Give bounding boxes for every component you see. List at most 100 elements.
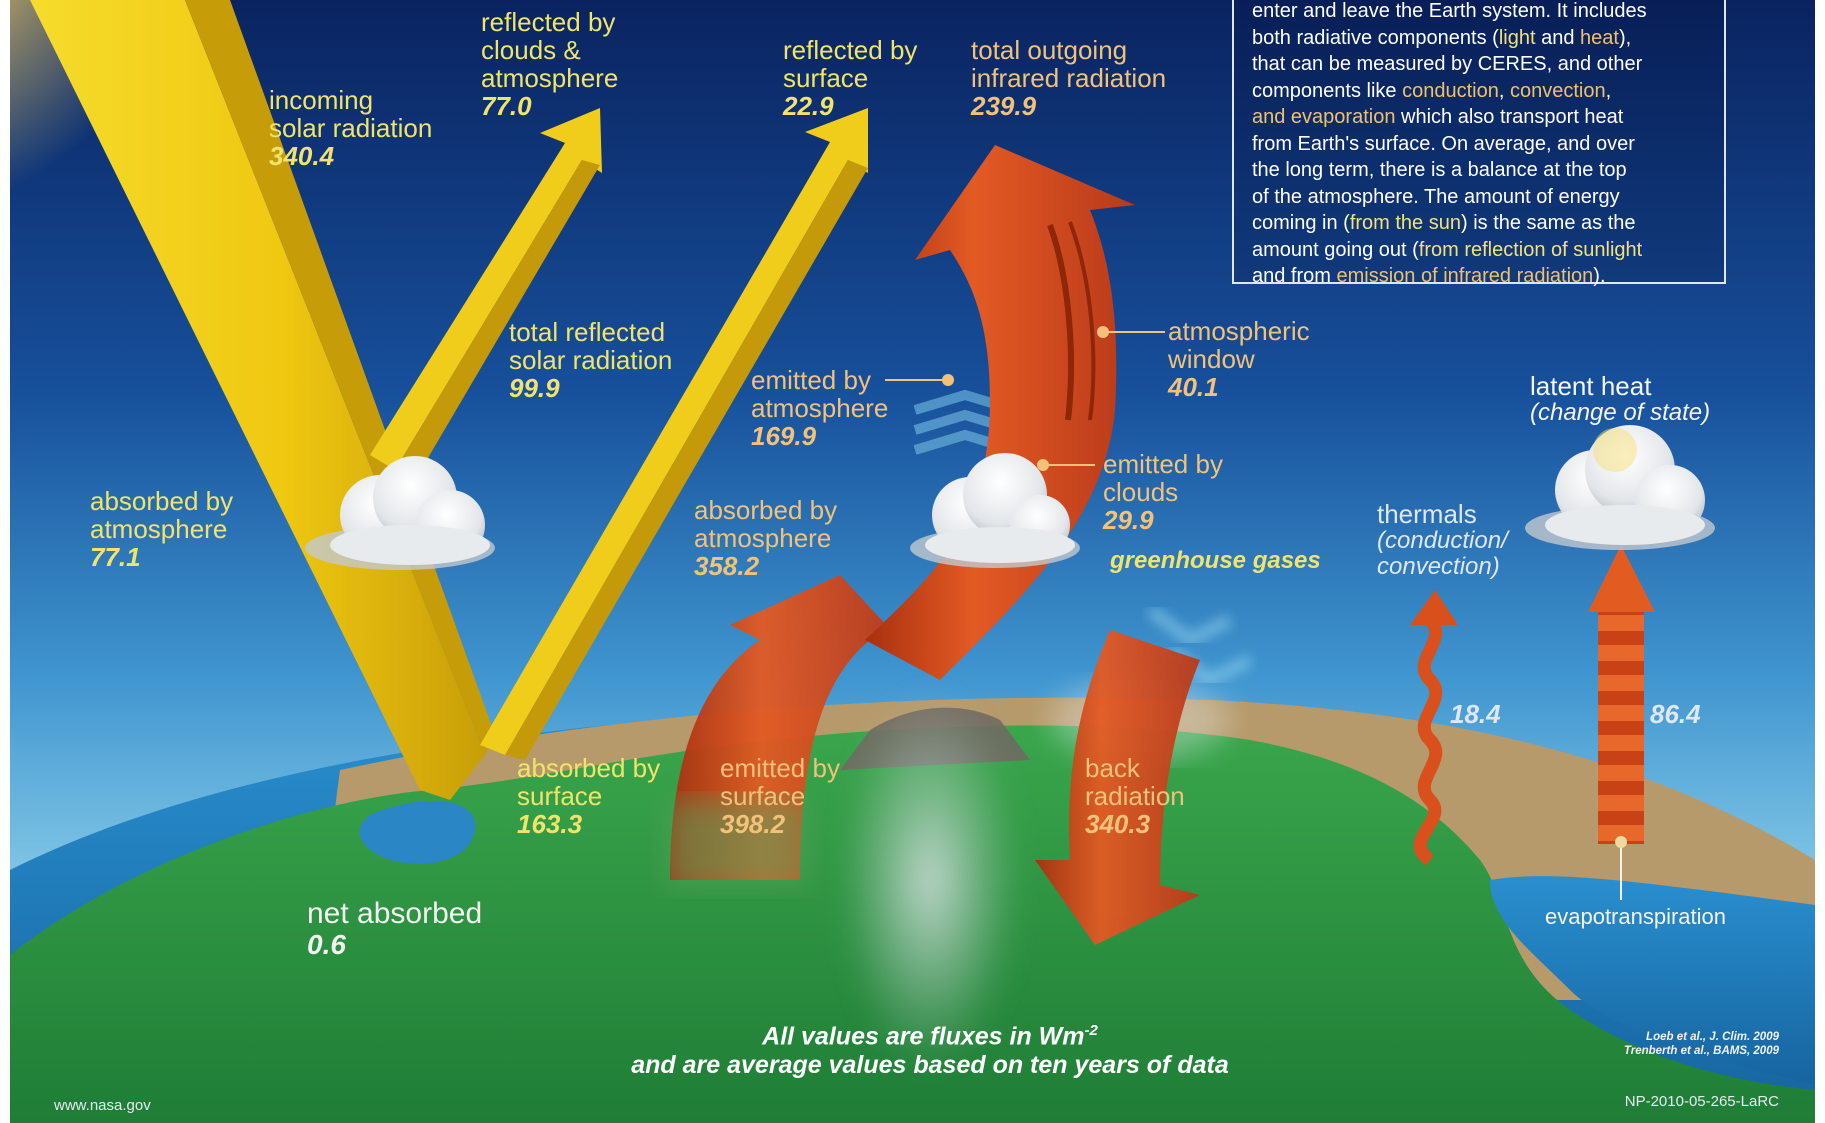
label-thermals: thermals (conduction/ convection)	[1377, 500, 1508, 580]
label-line: absorbed by	[517, 753, 661, 783]
references: Loeb et al., J. Clim. 2009 Trenberth et …	[1624, 1030, 1779, 1058]
energy-budget-illustration	[10, 0, 1815, 1123]
thermals-arrow-head	[1410, 590, 1458, 625]
label-line: solar radiation	[269, 113, 433, 144]
info-text: amount going out (	[1252, 238, 1419, 261]
cloud-right	[1525, 425, 1715, 550]
label-absorbed-surface: absorbed by surface 163.3	[517, 754, 660, 838]
label-line: emitted by	[1103, 449, 1223, 479]
value-back-radiation: 340.3	[1085, 809, 1151, 840]
info-text: enter and leave the Earth system. It inc…	[1252, 0, 1647, 22]
info-text: ,	[1605, 79, 1612, 102]
back-radiation-arrow	[1035, 630, 1200, 945]
value-latent-heat: 86.4	[1650, 699, 1701, 729]
label-line: net absorbed	[307, 897, 483, 930]
label-line: reflected by	[481, 7, 616, 37]
info-text: ).	[1593, 265, 1606, 287]
value-total-reflected: 99.9	[509, 373, 560, 404]
label-line: absorbed by	[694, 495, 838, 525]
value-outgoing-ir: 239.9	[971, 91, 1037, 122]
info-highlight: emission of infrared radiation	[1336, 265, 1594, 287]
value-emitted-clouds: 29.9	[1103, 505, 1154, 536]
label-line: total outgoing	[971, 35, 1128, 65]
label-line: radiation	[1085, 781, 1185, 812]
reflected-clouds-arrow-side	[395, 160, 600, 480]
info-highlight: and evaporation	[1252, 106, 1396, 128]
thermals-arrow	[1413, 615, 1443, 866]
label-emitted-clouds: emitted by clouds 29.9	[1103, 450, 1223, 534]
reflected-surface-arrow	[480, 108, 868, 755]
label-line: window	[1168, 344, 1255, 375]
reflected-clouds-arrow	[370, 108, 602, 470]
label-line: atmosphere	[751, 393, 889, 424]
info-text: the long term, there is a balance at the…	[1252, 159, 1627, 181]
latent-heat-arrow	[1588, 545, 1655, 844]
info-text: ,	[1498, 79, 1510, 102]
leader-dots	[942, 326, 1627, 848]
label-emitted-atmosphere: emitted by atmosphere 169.9	[751, 366, 888, 450]
outgoing-ir-stripe-2	[1068, 221, 1096, 421]
label-line: absorbed by	[90, 486, 234, 516]
value-emitted-surface: 398.2	[720, 809, 786, 840]
label-latent-heat: latent heat (change of state)	[1530, 372, 1710, 426]
label-line: greenhouse gases	[1110, 547, 1321, 574]
label-line: surface	[783, 63, 869, 94]
units-note: All values are fluxes in Wm-2 and are av…	[550, 1016, 1310, 1080]
label-reflected-surface: reflected by surface 22.9	[783, 36, 917, 120]
label-line: convection)	[1377, 552, 1500, 580]
reflected-surface-arrow-side	[505, 160, 868, 760]
label-line: reflected by	[783, 35, 918, 65]
label-atmospheric-window: atmospheric window 40.1	[1168, 317, 1310, 401]
label-line: atmosphere	[90, 514, 228, 545]
info-text: of the atmosphere. The amount of energy	[1252, 185, 1620, 208]
info-highlight: heat	[1580, 26, 1619, 49]
outgoing-ir-stripe-1	[1047, 223, 1074, 421]
label-line: surface	[517, 781, 603, 812]
label-line: atmosphere	[481, 63, 619, 94]
cloud-left	[305, 456, 495, 570]
value-thermals: 18.4	[1450, 699, 1501, 729]
label-line: solar radiation	[509, 345, 673, 376]
label-line: total reflected	[509, 317, 666, 347]
units-text: All values are fluxes in Wm	[762, 1022, 1085, 1051]
explanation-box: enter and leave the Earth system. It inc…	[1232, 0, 1726, 287]
label-incoming-solar: incoming solar radiation 340.4	[269, 86, 432, 170]
diagram-canvas: enter and leave the Earth system. It inc…	[10, 0, 1815, 1123]
info-text: components like	[1252, 79, 1403, 102]
document-code: NP-2010-05-265-LaRC	[1624, 1093, 1779, 1110]
source-url: www.nasa.gov	[54, 1097, 151, 1114]
info-text: both radiative components (	[1252, 26, 1499, 49]
units-superscript: -2	[1084, 1022, 1098, 1039]
label-line: clouds &	[481, 35, 581, 66]
label-line: emitted by	[720, 753, 840, 783]
info-highlight: convection	[1509, 79, 1606, 102]
label-line: clouds	[1103, 477, 1179, 508]
explanation-text: enter and leave the Earth system. It inc…	[1252, 0, 1706, 290]
label-line: surface	[720, 781, 806, 812]
emitted-surface-arrow-fade	[665, 800, 810, 890]
outgoing-ir-arrow	[865, 145, 1135, 680]
label-line: infrared radiation	[971, 63, 1167, 94]
label-line: incoming	[269, 85, 374, 115]
info-highlight: from reflection of sunlight	[1418, 238, 1643, 261]
ocean-inlet-left	[359, 800, 476, 864]
info-text: and from	[1252, 265, 1337, 287]
info-highlight: conduction	[1402, 79, 1499, 102]
value-atmospheric-window: 40.1	[1168, 372, 1219, 403]
label-absorbed-atmosphere-ir: absorbed by atmosphere 358.2	[694, 496, 837, 580]
label-outgoing-ir: total outgoing infrared radiation 239.9	[971, 36, 1166, 120]
label-line: (conduction/	[1377, 527, 1508, 555]
ocean-bay-right	[1490, 876, 1815, 1085]
value-incoming-solar: 340.4	[269, 141, 335, 172]
info-highlight: from the sun	[1349, 212, 1461, 234]
label-line: (change of state)	[1530, 399, 1711, 427]
info-text: that can be measured by CERES, and other	[1252, 53, 1643, 75]
value-absorbed-atmosphere-ir: 358.2	[694, 551, 760, 582]
label-reflected-clouds: reflected by clouds & atmosphere 77.0	[481, 8, 618, 120]
label-line: emitted by	[751, 365, 871, 395]
leader-lines	[885, 331, 1622, 900]
value-reflected-surface: 22.9	[783, 91, 834, 122]
label-total-reflected: total reflected solar radiation 99.9	[509, 318, 672, 402]
label-emitted-surface: emitted by surface 398.2	[720, 754, 840, 838]
reference-line: Trenberth et al., BAMS, 2009	[1623, 1045, 1779, 1057]
